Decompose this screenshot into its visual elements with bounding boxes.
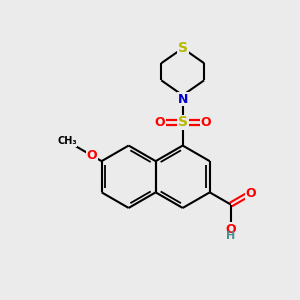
Text: S: S [178,41,188,55]
Text: O: O [86,149,97,162]
Text: O: O [226,223,236,236]
Text: O: O [200,116,211,129]
Text: S: S [178,116,188,129]
Text: N: N [178,93,188,106]
Text: O: O [245,187,256,200]
Text: H: H [226,231,236,241]
Text: CH₃: CH₃ [57,136,77,146]
Text: O: O [154,116,165,129]
